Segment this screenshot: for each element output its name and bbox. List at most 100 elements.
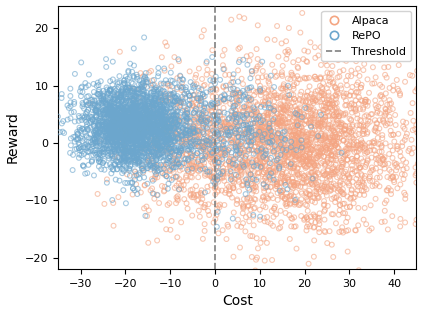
RePO <box>187 131 194 136</box>
RePO <box>160 116 167 122</box>
Alpaca <box>246 126 252 131</box>
RePO <box>135 111 141 116</box>
Alpaca <box>233 119 239 124</box>
Alpaca <box>419 188 422 193</box>
Alpaca <box>279 118 285 123</box>
Alpaca <box>257 126 264 131</box>
Alpaca <box>325 102 332 107</box>
Alpaca <box>234 197 241 202</box>
RePO <box>118 133 124 138</box>
Alpaca <box>344 157 350 162</box>
Alpaca <box>266 157 273 162</box>
RePO <box>229 116 235 121</box>
Alpaca <box>341 192 347 197</box>
RePO <box>107 125 114 130</box>
Alpaca <box>174 130 181 135</box>
RePO <box>149 138 155 143</box>
Alpaca <box>273 212 279 217</box>
RePO <box>140 145 146 150</box>
Alpaca <box>284 124 290 129</box>
Alpaca <box>265 116 271 122</box>
Alpaca <box>289 136 296 141</box>
Alpaca <box>362 127 368 133</box>
Alpaca <box>333 162 339 167</box>
RePO <box>140 151 147 156</box>
Alpaca <box>156 201 162 206</box>
Alpaca <box>340 181 346 186</box>
Alpaca <box>191 111 198 116</box>
Alpaca <box>417 208 422 213</box>
Alpaca <box>260 186 267 191</box>
RePO <box>149 136 155 141</box>
Alpaca <box>384 227 391 232</box>
Alpaca <box>145 126 151 131</box>
RePO <box>70 134 77 139</box>
RePO <box>118 91 125 96</box>
Alpaca <box>333 111 340 116</box>
Alpaca <box>374 110 381 115</box>
RePO <box>138 112 144 117</box>
RePO <box>117 134 124 139</box>
Alpaca <box>258 149 265 154</box>
RePO <box>128 125 135 130</box>
Alpaca <box>250 200 257 205</box>
RePO <box>121 115 127 120</box>
Alpaca <box>242 162 249 167</box>
RePO <box>122 181 128 186</box>
RePO <box>128 80 135 85</box>
Alpaca <box>412 221 419 226</box>
RePO <box>124 88 131 93</box>
Alpaca <box>266 167 273 172</box>
RePO <box>190 129 197 134</box>
RePO <box>309 176 316 181</box>
Alpaca <box>321 91 327 96</box>
Alpaca <box>303 156 309 161</box>
Alpaca <box>381 208 388 213</box>
Alpaca <box>203 148 210 153</box>
Alpaca <box>303 140 310 145</box>
RePO <box>137 148 143 153</box>
RePO <box>45 121 51 126</box>
RePO <box>170 117 177 122</box>
Alpaca <box>164 166 170 171</box>
RePO <box>217 172 224 177</box>
RePO <box>147 163 154 168</box>
RePO <box>149 116 156 122</box>
Alpaca <box>142 116 149 121</box>
Alpaca <box>284 93 291 98</box>
RePO <box>133 125 140 130</box>
Alpaca <box>278 174 284 179</box>
RePO <box>141 101 148 106</box>
RePO <box>167 102 174 107</box>
Alpaca <box>320 97 327 102</box>
Alpaca <box>331 167 338 172</box>
Alpaca <box>258 166 265 171</box>
Alpaca <box>321 133 328 138</box>
Alpaca <box>127 129 133 134</box>
Alpaca <box>362 123 369 128</box>
RePO <box>282 182 289 187</box>
Alpaca <box>250 214 257 219</box>
Alpaca <box>288 134 295 139</box>
RePO <box>197 167 203 172</box>
RePO <box>80 145 87 150</box>
RePO <box>210 128 216 133</box>
Alpaca <box>233 124 240 129</box>
RePO <box>157 107 164 112</box>
Alpaca <box>258 163 265 168</box>
Alpaca <box>331 169 338 174</box>
RePO <box>139 143 146 148</box>
Alpaca <box>374 135 381 140</box>
RePO <box>163 174 170 179</box>
Alpaca <box>322 230 328 235</box>
Alpaca <box>316 222 323 227</box>
Alpaca <box>364 150 371 155</box>
Alpaca <box>333 110 340 115</box>
RePO <box>128 150 135 155</box>
Alpaca <box>197 200 204 205</box>
Alpaca <box>315 120 322 125</box>
Alpaca <box>211 122 217 127</box>
RePO <box>184 124 191 129</box>
Alpaca <box>151 136 158 141</box>
Alpaca <box>218 137 225 142</box>
